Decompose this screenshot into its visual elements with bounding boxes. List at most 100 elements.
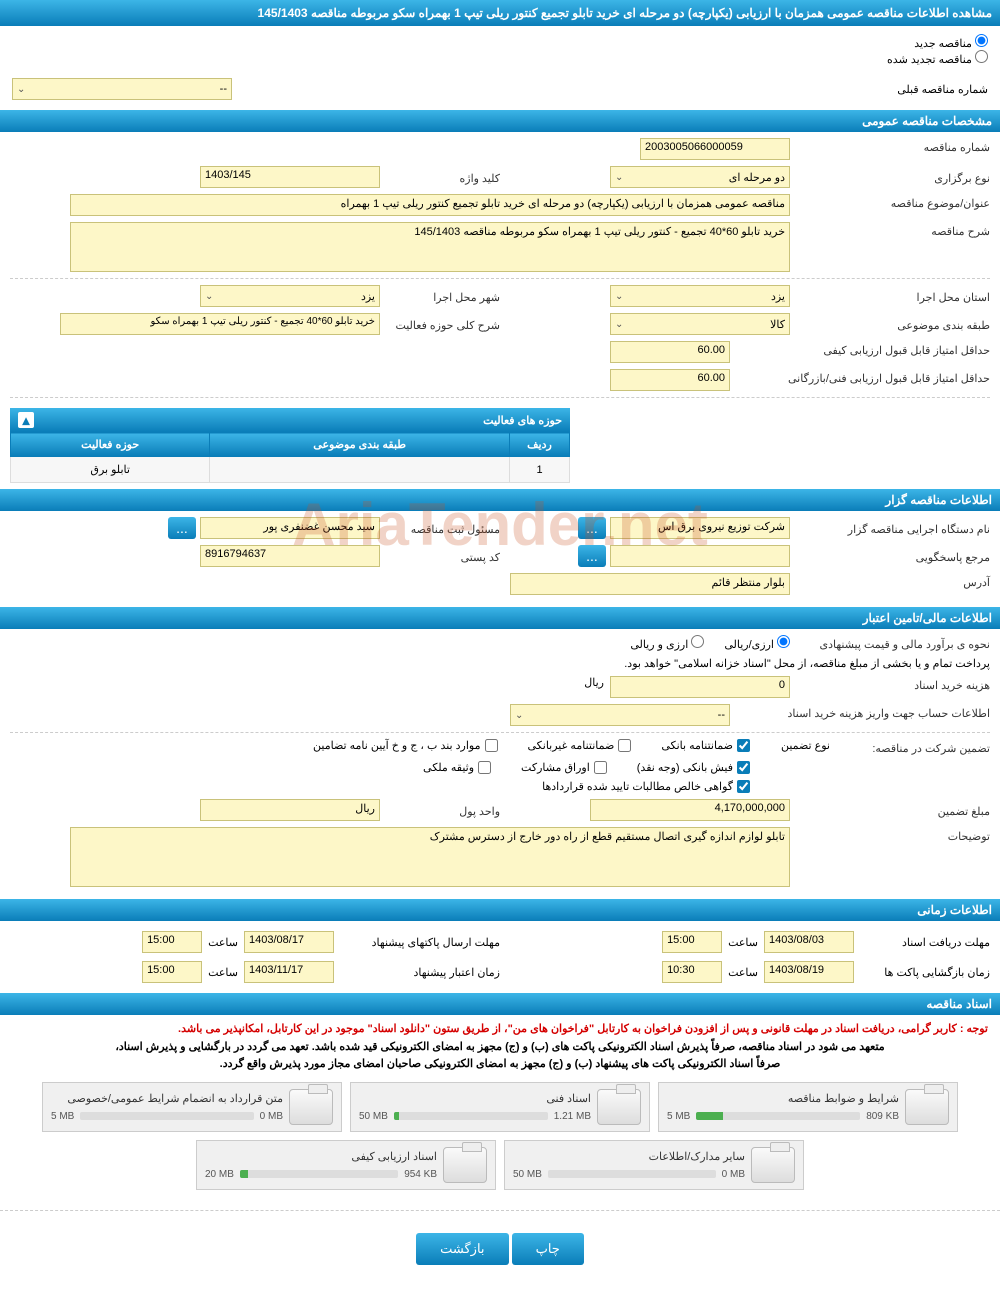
response-lookup-button[interactable]: ... <box>578 545 606 567</box>
currency-unit-field: ریال <box>200 799 380 821</box>
radio-renewed-input[interactable] <box>975 50 988 63</box>
registrar-lookup-button[interactable]: ... <box>168 517 196 539</box>
city-label: شهر محل اجرا <box>380 288 500 304</box>
chk-participation[interactable]: اوراق مشارکت <box>521 761 607 774</box>
category-select[interactable]: کالا ⌄ <box>610 313 790 335</box>
section-header-financial: اطلاعات مالی/تامین اعتبار <box>0 607 1000 629</box>
validity-time-field: 15:00 <box>142 961 202 983</box>
cell-row: 1 <box>510 457 570 483</box>
doc-progress-bar <box>696 1112 860 1120</box>
doc-progress-bar <box>240 1170 398 1178</box>
radio-rial-currency[interactable]: ارزی و ریالی <box>630 635 704 651</box>
org-lookup-button[interactable]: ... <box>578 517 606 539</box>
city-value: یزد <box>361 290 375 303</box>
table-row: 1 تابلو برق <box>11 457 570 483</box>
account-info-select[interactable]: -- ⌄ <box>510 704 730 726</box>
financial-form: نحوه ی برآورد مالی و قیمت پیشنهادی ارزی/… <box>0 629 1000 899</box>
doc-total: 50 MB <box>359 1111 388 1122</box>
doc-box[interactable]: سایر مدارک/اطلاعات 50 MB 0 MB <box>504 1140 804 1190</box>
radio-renewed-tender[interactable]: مناقصه تجدید شده <box>887 54 988 66</box>
org-label: نام دستگاه اجرایی مناقصه گزار <box>790 520 990 536</box>
radio-rial[interactable]: ارزی/ریالی <box>724 635 790 651</box>
doc-box[interactable]: شرایط و ضوابط مناقصه 5 MB 809 KB <box>658 1082 958 1132</box>
chevron-down-icon: ⌄ <box>615 172 623 183</box>
radio-rial-input[interactable] <box>777 635 790 648</box>
timing-form: مهلت دریافت اسناد 1403/08/03 ساعت 15:00 … <box>0 921 1000 993</box>
chevron-down-icon: ⌄ <box>515 710 523 721</box>
radio-renewed-label: مناقصه تجدید شده <box>887 54 972 66</box>
province-value: یزد <box>771 290 785 303</box>
doc-price-unit: ریال <box>584 676 604 689</box>
city-select[interactable]: یزد ⌄ <box>200 285 380 307</box>
keyword-field: 1403/145 <box>200 166 380 188</box>
doc-box[interactable]: اسناد ارزیابی کیفی 20 MB 954 KB <box>196 1140 496 1190</box>
doc-box[interactable]: متن قرارداد به انضمام شرایط عمومی/خصوصی … <box>42 1082 342 1132</box>
doc-box[interactable]: اسناد فنی 50 MB 1.21 MB <box>350 1082 650 1132</box>
docs-area: توجه : کاربر گرامی، دریافت اسناد در مهلت… <box>0 1015 1000 1204</box>
doc-used: 0 MB <box>722 1169 745 1180</box>
doc-progress-bar <box>548 1170 716 1178</box>
radio-new-input[interactable] <box>975 34 988 47</box>
chk-bank-receipt[interactable]: فیش بانکی (وجه نقد) <box>637 761 750 774</box>
doc-bar-fill <box>394 1112 399 1120</box>
prev-tender-value: -- <box>220 83 227 95</box>
address-field: بلوار منتظر قائم <box>510 573 790 595</box>
general-form: شماره مناقصه 2003005066000059 نوع برگزار… <box>0 132 1000 489</box>
doc-used: 1.21 MB <box>554 1111 591 1122</box>
docs-container: شرایط و ضوابط مناقصه 5 MB 809 KB اسناد ف… <box>6 1074 994 1198</box>
validity-time-label: ساعت <box>208 966 238 979</box>
chk-nonbank-guarantee[interactable]: ضمانتنامه غیربانکی <box>528 739 632 752</box>
doc-total: 50 MB <box>513 1169 542 1180</box>
doc-total: 5 MB <box>667 1111 690 1122</box>
activity-desc-field: خرید تابلو 60*40 تجمیع - کنتور ریلی تیپ … <box>60 313 380 335</box>
notice-black-2: صرفاً اسناد الکترونیکی پاکت های پیشنهاد … <box>6 1056 994 1074</box>
chevron-down-icon: ⌄ <box>205 291 213 302</box>
notes-label: توضیحات <box>790 827 990 843</box>
guarantee-section-label: تضمین شرکت در مناقصه: <box>830 739 990 755</box>
print-button[interactable]: چاپ <box>512 1233 584 1265</box>
doc-price-label: هزینه خرید اسناد <box>790 676 990 692</box>
doc-title: اسناد فنی <box>359 1092 591 1105</box>
page-main-title: مشاهده اطلاعات مناقصه عمومی همزمان با ار… <box>0 0 1000 26</box>
chk-contract-cert[interactable]: گواهی خالص مطالبات تایید شده قراردادها <box>542 780 750 793</box>
chk-property[interactable]: وثیقه ملکی <box>423 761 491 774</box>
receive-deadline-label: مهلت دریافت اسناد <box>860 936 990 949</box>
separator <box>10 278 990 279</box>
opening-label: زمان بازگشایی پاکت ها <box>860 966 990 979</box>
radio-new-tender[interactable]: مناقصه جدید <box>914 38 988 50</box>
doc-title: اسناد ارزیابی کیفی <box>205 1150 437 1163</box>
registrar-field: سید محسن غضنفری پور <box>200 517 380 539</box>
chevron-down-icon: ⌄ <box>615 319 623 330</box>
radio-rial-currency-input[interactable] <box>691 635 704 648</box>
folder-icon <box>443 1147 487 1183</box>
min-quality-label: حداقل امتیاز قابل قبول ارزیابی کیفی <box>730 341 990 357</box>
desc-label: شرح مناقصه <box>790 222 990 238</box>
province-select[interactable]: یزد ⌄ <box>610 285 790 307</box>
send-deadline-label: مهلت ارسال پاکتهای پیشنهاد <box>340 936 500 949</box>
address-label: آدرس <box>790 573 990 589</box>
holding-type-label: نوع برگزاری <box>790 169 990 185</box>
chk-bank-guarantee[interactable]: ضمانتنامه بانکی <box>661 739 750 752</box>
payment-note: پرداخت تمام و یا بخشی از مبلغ مناقصه، از… <box>10 657 990 670</box>
account-info-value: -- <box>718 709 725 721</box>
collapse-icon[interactable]: ▴ <box>18 412 34 428</box>
prev-tender-select[interactable]: -- ⌄ <box>12 78 232 100</box>
separator <box>10 397 990 398</box>
section-header-holder: اطلاعات مناقصه گزار <box>0 489 1000 511</box>
section-header-timing: اطلاعات زمانی <box>0 899 1000 921</box>
activity-panel-title: حوزه های فعالیت <box>483 414 562 427</box>
back-button[interactable]: بازگشت <box>416 1233 508 1265</box>
doc-progress-bar <box>80 1112 253 1120</box>
chk-bylaw[interactable]: موارد بند ب ، ج و خ آیین نامه تضامین <box>313 739 497 752</box>
category-value: کالا <box>770 318 785 331</box>
receive-time-label: ساعت <box>728 936 758 949</box>
activity-panel-header: حوزه های فعالیت ▴ <box>10 408 570 432</box>
th-row: ردیف <box>510 433 570 457</box>
doc-bar-fill <box>696 1112 722 1120</box>
prev-tender-label: شماره مناقصه قبلی <box>868 83 988 96</box>
holding-type-select[interactable]: دو مرحله ای ⌄ <box>610 166 790 188</box>
button-row: چاپ بازگشت <box>0 1217 1000 1281</box>
chevron-down-icon: ⌄ <box>17 84 25 95</box>
activity-desc-label: شرح کلی حوزه فعالیت <box>380 316 500 332</box>
opening-time-field: 10:30 <box>662 961 722 983</box>
